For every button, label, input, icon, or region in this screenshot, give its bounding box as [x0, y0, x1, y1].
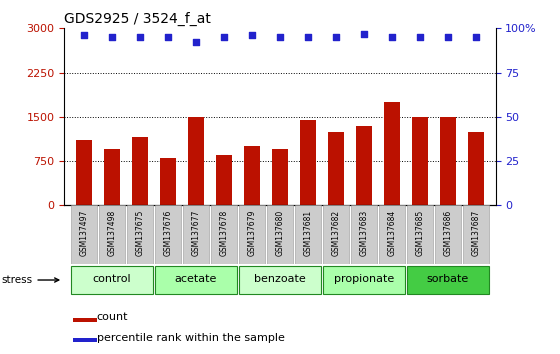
Bar [244, 146, 260, 205]
Text: GSM137684: GSM137684 [388, 210, 396, 256]
Bar [323, 205, 349, 264]
Point [388, 34, 396, 40]
Bar [239, 266, 321, 294]
Point [108, 34, 116, 40]
Text: GSM137683: GSM137683 [360, 210, 368, 256]
Bar [435, 205, 461, 264]
Bar [155, 266, 237, 294]
Bar [76, 141, 92, 205]
Bar [239, 205, 265, 264]
Bar [300, 120, 316, 205]
Text: acetate: acetate [175, 274, 217, 284]
Text: GSM137682: GSM137682 [332, 210, 340, 256]
Text: count: count [97, 312, 128, 322]
Point [248, 33, 256, 38]
Bar [211, 205, 237, 264]
Bar [99, 205, 125, 264]
Text: GSM137677: GSM137677 [192, 210, 200, 256]
Point [444, 34, 452, 40]
Point [416, 34, 424, 40]
Bar [104, 149, 120, 205]
Text: control: control [93, 274, 131, 284]
Point [192, 40, 200, 45]
Bar [412, 117, 428, 205]
Text: sorbate: sorbate [427, 274, 469, 284]
Point [304, 34, 312, 40]
Point [276, 34, 284, 40]
Text: GSM137687: GSM137687 [472, 210, 480, 256]
Bar [183, 205, 209, 264]
Bar [463, 205, 489, 264]
Bar [328, 132, 344, 205]
Point [472, 34, 480, 40]
Bar [407, 266, 489, 294]
Bar [272, 149, 288, 205]
Point [360, 31, 368, 36]
Bar [71, 205, 97, 264]
Bar [323, 266, 405, 294]
Point [164, 34, 172, 40]
Bar [216, 155, 232, 205]
Bar [384, 102, 400, 205]
Text: GSM137685: GSM137685 [416, 210, 424, 256]
Bar [295, 205, 321, 264]
Text: benzoate: benzoate [254, 274, 306, 284]
Text: GSM137679: GSM137679 [248, 210, 256, 256]
Point [80, 33, 88, 38]
Point [332, 34, 340, 40]
Text: GSM137680: GSM137680 [276, 210, 284, 256]
Bar [440, 117, 456, 205]
Bar [351, 205, 377, 264]
Bar [127, 205, 153, 264]
Text: GSM137686: GSM137686 [444, 210, 452, 256]
Text: GSM137676: GSM137676 [164, 210, 172, 256]
Text: GSM137681: GSM137681 [304, 210, 312, 256]
Bar [267, 205, 293, 264]
Bar [379, 205, 405, 264]
Bar [73, 338, 97, 342]
Text: GSM137497: GSM137497 [80, 210, 88, 256]
Bar [71, 266, 153, 294]
Point [220, 34, 228, 40]
Text: GSM137678: GSM137678 [220, 210, 228, 256]
Point [136, 34, 144, 40]
Text: GSM137675: GSM137675 [136, 210, 144, 256]
Bar [73, 318, 97, 322]
Bar [132, 137, 148, 205]
Text: GDS2925 / 3524_f_at: GDS2925 / 3524_f_at [64, 12, 211, 26]
Text: percentile rank within the sample: percentile rank within the sample [97, 332, 284, 343]
Bar [468, 132, 484, 205]
Text: GSM137498: GSM137498 [108, 210, 116, 256]
Text: stress: stress [1, 275, 59, 285]
Bar [356, 126, 372, 205]
Bar [188, 117, 204, 205]
Bar [155, 205, 181, 264]
Bar [407, 205, 433, 264]
Text: propionate: propionate [334, 274, 394, 284]
Bar [160, 158, 176, 205]
